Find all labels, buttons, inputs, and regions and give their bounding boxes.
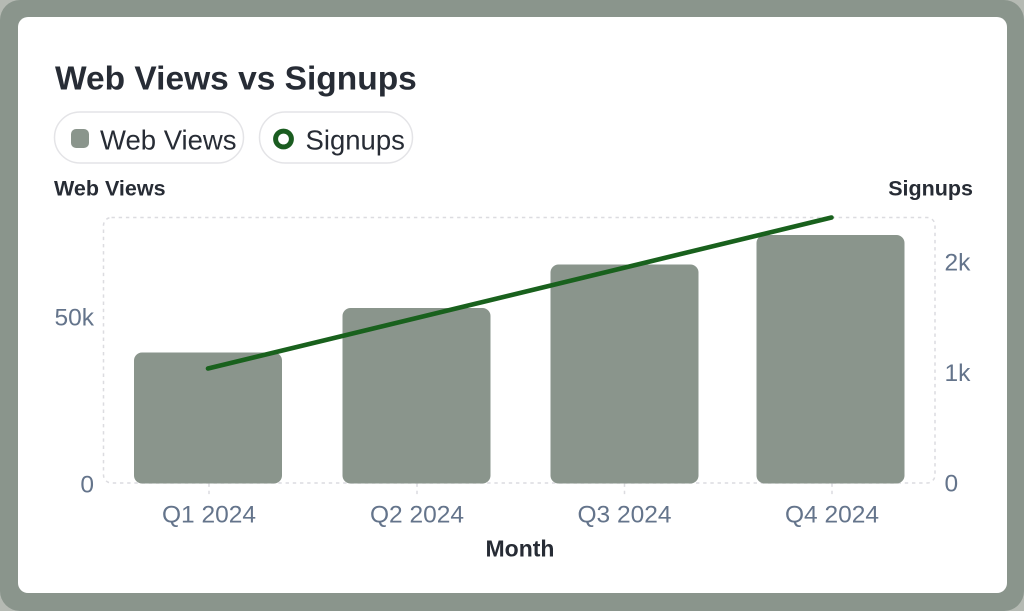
svg-text:Web Views vs Signups: Web Views vs Signups — [55, 61, 417, 98]
svg-text:0: 0 — [80, 472, 94, 499]
svg-text:Web Views: Web Views — [54, 177, 166, 201]
svg-text:Q1 2024: Q1 2024 — [162, 502, 256, 529]
svg-text:Q3 2024: Q3 2024 — [578, 502, 672, 529]
svg-text:Q2 2024: Q2 2024 — [370, 502, 464, 529]
svg-text:Q4 2024: Q4 2024 — [785, 502, 879, 529]
svg-text:50k: 50k — [54, 305, 94, 332]
svg-text:1k: 1k — [945, 360, 972, 387]
svg-text:Month: Month — [486, 536, 555, 562]
svg-text:Signups: Signups — [888, 177, 973, 201]
svg-text:0: 0 — [945, 471, 959, 498]
svg-text:Web Views: Web Views — [100, 125, 237, 156]
svg-text:2k: 2k — [945, 250, 972, 277]
svg-text:Signups: Signups — [306, 125, 405, 156]
